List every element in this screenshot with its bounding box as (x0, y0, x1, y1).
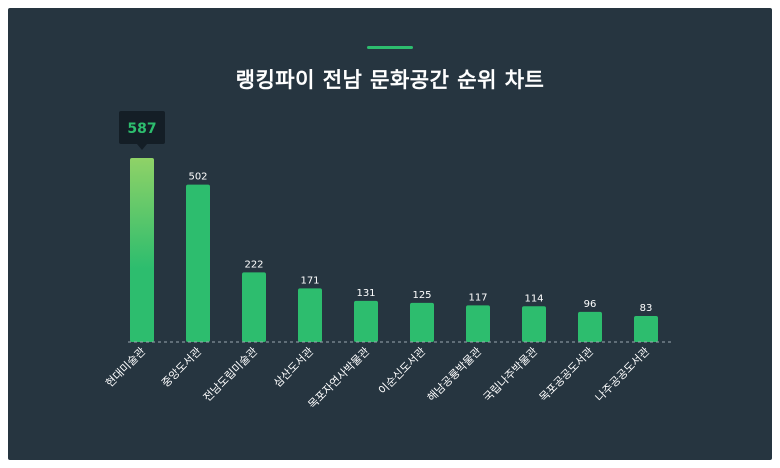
category-label-1: 중앙도서관 (159, 345, 204, 390)
category-label-6: 해남공룡박물관 (424, 344, 484, 404)
category-label-4: 목포자연사박물관 (306, 345, 372, 411)
value-label-9: 83 (640, 303, 653, 314)
bar-4[interactable] (354, 300, 378, 342)
category-label-8: 목포공공도서관 (537, 345, 596, 404)
category-label-9: 나주공공도서관 (593, 345, 652, 404)
chart-panel: 랭킹파이 전남 문화공간 순위 차트 현대미술관 502 중앙도서관 222 전남도립미… (8, 8, 772, 460)
bar-6[interactable] (466, 305, 490, 342)
category-label-5: 이순신도서관 (376, 345, 428, 397)
labels-layer: 현대미술관 502 중앙도서관 222 전남도립미술관 171 삼산도서관 131 목포자연사박… (103, 172, 652, 412)
value-label-8: 96 (584, 299, 597, 310)
category-label-0: 현대미술관 (103, 345, 148, 390)
value-label-7: 114 (524, 293, 543, 304)
value-label-3: 171 (300, 275, 319, 286)
bar-7[interactable] (522, 306, 546, 342)
value-label-6: 117 (468, 292, 487, 303)
category-label-2: 전남도립미술관 (201, 345, 260, 404)
bar-0[interactable] (130, 158, 154, 342)
category-label-3: 삼산도서관 (271, 345, 316, 390)
tooltip-value: 587 (127, 121, 156, 137)
value-label-1: 502 (188, 172, 207, 183)
bar-8[interactable] (578, 311, 602, 342)
bar-5[interactable] (410, 302, 434, 342)
tooltip: 587 (119, 111, 165, 150)
chart-title: 랭킹파이 전남 문화공간 순위 차트 (235, 68, 545, 92)
value-label-2: 222 (244, 259, 263, 270)
value-label-5: 125 (412, 290, 431, 301)
bar-3[interactable] (298, 288, 322, 342)
bar-2[interactable] (242, 272, 266, 342)
bar-chart: 현대미술관 502 중앙도서관 222 전남도립미술관 171 삼산도서관 131 목포자연사박… (103, 111, 674, 412)
bar-9[interactable] (634, 315, 658, 342)
bars-layer (130, 158, 658, 342)
tooltip-pointer (137, 144, 147, 150)
title-accent-line (367, 46, 413, 49)
category-label-7: 국립나주박물관 (481, 345, 540, 404)
bar-1[interactable] (186, 184, 210, 342)
value-label-4: 131 (356, 288, 375, 299)
tooltip-box (119, 111, 165, 144)
